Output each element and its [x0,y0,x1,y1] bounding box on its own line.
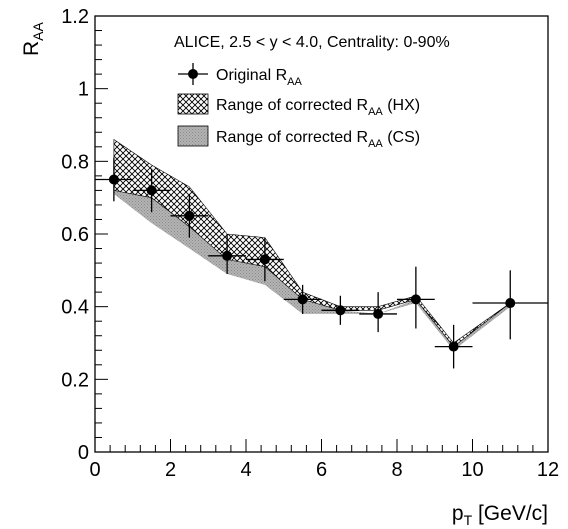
legend-label: Range of corrected RAA (HX) [216,97,420,118]
legend-label-main: Original R [216,67,287,84]
legend-hatch-swatch [177,93,209,115]
y-axis-title: RAA [20,21,46,56]
y-tick-label: 1.2 [61,6,89,28]
data-point [283,284,322,314]
legend-label-main: Range of corrected R [216,97,368,114]
legend-label-suffix: (CS) [383,129,420,146]
data-marker [297,294,308,305]
x-axis-title-unit: [GeV/c] [472,502,548,525]
legend-label-sub: AA [368,106,383,118]
x-axis-title: pT [GeV/c] [452,502,548,528]
y-tick-label: 0.6 [61,224,89,246]
hx-band [113,138,511,348]
data-point [397,266,435,329]
x-tick-label: 6 [316,459,327,481]
data-point [132,168,171,213]
data-marker [222,250,233,261]
data-point [472,270,548,340]
legend-item: Range of corrected RAA (HX) [177,93,420,118]
legend-item: Original RAA [178,63,302,88]
bands-layer [113,138,511,351]
axes-layer: 0 2 4 6 8 10 12 0 0.2 0.4 0.6 0.8 1 1.2 [61,6,559,481]
data-marker [410,294,421,305]
y-tick-label: 0 [78,442,89,464]
x-tick-label: 8 [391,459,402,481]
x-tick-label: 4 [240,459,251,481]
data-point [359,292,397,333]
legend-marker-dot [188,69,198,79]
data-point [246,237,284,282]
x-tick-label: 12 [537,459,559,481]
data-marker [373,308,384,319]
data-point [321,295,360,325]
y-tick-label: 0.2 [61,369,89,391]
chart-header: ALICE, 2.5 < y < 4.0, Centrality: 0-90% [174,34,450,51]
x-axis-title-sub: T [464,512,473,528]
data-marker [184,210,195,221]
data-point [95,157,133,202]
x-tick-label: 10 [461,459,483,481]
legend-label-suffix: (HX) [383,97,420,114]
legend-label-sub: AA [287,76,302,88]
x-axis-title-main: p [452,502,464,525]
data-point [170,194,209,238]
y-tick-label: 0.4 [61,297,89,319]
legend-label-main: Range of corrected R [216,129,368,146]
data-marker [108,174,119,185]
legend-label: Range of corrected RAA (CS) [216,129,420,150]
legend-label: Original RAA [216,67,302,88]
data-marker [335,305,346,316]
y-axis-title-sub: AA [30,21,46,40]
data-point [434,324,473,369]
y-tick-label: 0.8 [61,151,89,173]
points-layer [95,157,548,369]
data-marker [448,341,459,352]
data-point [208,234,246,274]
legend-gray-swatch [177,125,209,147]
x-tick-label: 0 [89,459,100,481]
plot-frame [94,15,549,453]
legend-label-sub: AA [368,138,383,150]
data-marker [505,298,516,309]
data-marker [259,254,270,265]
y-tick-label: 1 [78,79,89,101]
y-axis-title-main: R [20,41,43,56]
data-marker [146,185,157,196]
legend-item: Range of corrected RAA (CS) [177,125,420,150]
x-tick-label: 2 [165,459,176,481]
